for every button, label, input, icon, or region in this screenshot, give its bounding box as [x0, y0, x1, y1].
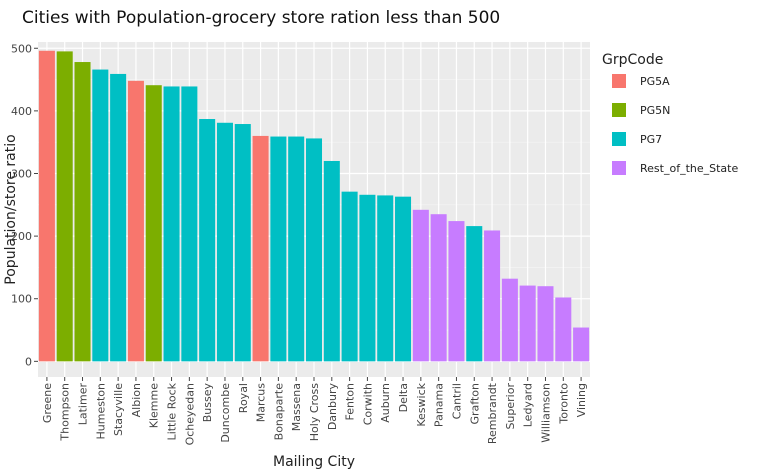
legend-item: PG5A	[612, 72, 670, 90]
legend-label: PG5N	[640, 103, 671, 117]
legend-item: Rest_of_the_State	[612, 159, 738, 177]
x-tick-label: Massena	[290, 383, 303, 431]
legend-swatch	[612, 161, 626, 175]
bar	[216, 122, 233, 362]
legend-item: PG7	[612, 130, 662, 148]
bar	[537, 286, 554, 362]
bar	[199, 119, 216, 362]
x-tick-label: Stacyville	[112, 383, 125, 436]
legend-item: PG5N	[612, 101, 670, 119]
y-tick-label: 300	[11, 167, 32, 180]
x-tick-label: Superior	[504, 383, 517, 430]
x-tick-label: Corwith	[361, 383, 374, 425]
bar	[484, 230, 501, 362]
legend-swatch	[612, 132, 626, 146]
bar	[305, 138, 323, 362]
x-tick-label: Humeston	[94, 383, 107, 440]
x-tick-label: Albion	[130, 383, 143, 417]
bar	[56, 51, 73, 362]
x-tick-label: Rembrandt	[486, 382, 499, 444]
bar	[110, 73, 127, 362]
x-tick-label: Panama	[433, 383, 446, 427]
bars	[38, 50, 590, 362]
bar	[181, 86, 198, 362]
x-tick-label: Ledyard	[522, 383, 535, 427]
bar	[466, 226, 483, 362]
bar	[252, 135, 269, 362]
legend-swatch	[612, 103, 626, 117]
x-tick-label: Delta	[397, 383, 410, 412]
x-tick-label: Greene	[41, 383, 54, 423]
x-tick-label: Royal	[237, 383, 250, 413]
bar	[412, 209, 429, 362]
x-tick-label: Auburn	[379, 383, 392, 423]
bar	[377, 195, 394, 362]
x-tick-label: Grafton	[468, 383, 481, 425]
bar	[323, 160, 340, 362]
x-tick-label: Danbury	[326, 383, 339, 431]
y-tick-label: 100	[11, 293, 32, 306]
bar	[288, 136, 305, 362]
x-tick-label: Little Rock	[166, 382, 179, 440]
x-tick-label: Latimer	[77, 383, 90, 426]
legend-label: Rest_of_the_State	[640, 161, 739, 175]
chart-title: Cities with Population-grocery store rat…	[22, 8, 501, 28]
x-tick-label: Marcus	[255, 383, 268, 423]
y-axis-label: Population/store ratio	[3, 134, 19, 284]
x-axis-label: Mailing City	[273, 454, 355, 470]
x-tick-label: Ocheyedan	[183, 383, 196, 445]
x-tick-label: Keswick	[415, 382, 428, 426]
axes: 0 100 200 300 400 500 Greene Thompson Latimer Hum…	[11, 42, 588, 445]
bar	[38, 50, 55, 362]
bar	[74, 62, 91, 362]
bar	[359, 194, 376, 362]
legend-label: PG7	[640, 132, 663, 146]
bar	[270, 136, 287, 362]
x-tick-label: Vining	[575, 383, 588, 417]
bar	[430, 214, 447, 362]
x-tick-label: Williamson	[539, 383, 552, 443]
y-tick-label: 500	[11, 42, 32, 55]
x-tick-label: Toronto	[557, 383, 570, 425]
y-tick-label: 0	[25, 355, 32, 368]
bar	[163, 86, 180, 362]
bar	[234, 124, 251, 362]
x-tick-label: Bonaparte	[272, 383, 285, 441]
bar	[573, 327, 590, 362]
bar	[127, 80, 144, 362]
x-tick-label: Klemme	[148, 383, 161, 428]
legend-title: GrpCode	[602, 52, 664, 68]
bar	[341, 191, 358, 362]
bar	[145, 85, 162, 362]
bar	[501, 278, 518, 362]
legend-label: PG5A	[640, 74, 670, 88]
legend-swatch	[612, 74, 626, 88]
bar	[92, 69, 109, 362]
bar	[448, 221, 465, 362]
y-tick-label: 200	[11, 230, 32, 243]
x-tick-label: Bussey	[201, 383, 214, 423]
x-tick-label: Holy Cross	[308, 383, 321, 441]
y-tick-label: 400	[11, 105, 32, 118]
bar	[395, 196, 412, 362]
x-tick-label: Duncombe	[219, 383, 232, 443]
x-tick-label: Thompson	[59, 383, 72, 442]
bar	[519, 285, 536, 362]
x-tick-label: Fenton	[344, 383, 357, 421]
bar	[555, 297, 572, 362]
x-tick-label: Cantril	[450, 383, 463, 419]
